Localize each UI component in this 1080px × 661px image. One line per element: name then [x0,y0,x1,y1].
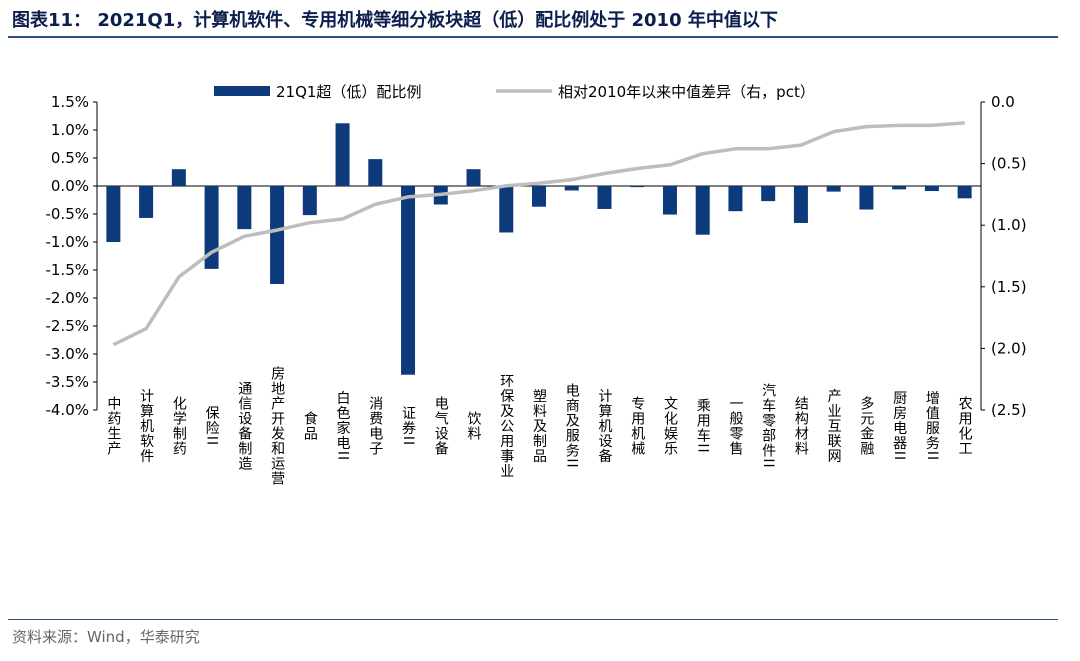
left-tick-label: -2.5% [45,317,89,335]
bar [695,186,710,235]
left-tick-label: 1.0% [51,121,89,139]
bar [564,186,579,191]
bar [662,186,677,215]
right-tick-label: 0.0 [991,93,1015,111]
bar [368,159,383,186]
bar [270,186,285,284]
left-tick-label: -3.0% [45,345,89,363]
category-label: 证券II [400,406,416,446]
bar [532,186,546,207]
bar [630,186,645,188]
bar [793,186,808,223]
left-tick-label: -1.0% [45,233,89,251]
chart-title: 图表11： 2021Q1，计算机软件、专用机械等细分板块超（低）配比例处于 20… [12,10,778,31]
left-tick-label: 0.5% [51,149,89,167]
category-label: 专用机械 [629,396,645,456]
bar [597,186,612,209]
bar [171,169,186,186]
category-label: 电气设备 [433,396,449,456]
category-label: 中药生产 [105,396,121,456]
category-label: 乘用车II [695,398,711,453]
left-tick-label: 1.5% [51,93,89,111]
category-label: 通信设备制造 [236,381,252,471]
category-label: 结构材料 [793,396,809,456]
bar [892,186,907,190]
footer-divider [8,619,1058,620]
category-label: 增值服务II [924,391,940,461]
category-label: 饮料 [466,411,482,441]
right-tick-label: (1.5) [991,278,1027,296]
legend-bar-label: 21Q1超（低）配比例 [276,83,421,101]
bar [335,123,350,186]
legend-bar-swatch [214,86,270,96]
bar [826,186,841,192]
category-label: 汽车零部件II [760,383,776,468]
category-label: 文化娱乐 [662,396,678,456]
category-label: 环保及公用事业 [498,374,514,479]
bar [466,169,481,186]
bar [204,186,219,269]
bar [728,186,743,212]
bar [401,186,416,375]
median-diff-line [112,121,965,347]
category-label: 塑料及制品 [531,389,547,464]
bar [302,186,317,216]
category-label: 消费电子 [367,396,383,456]
bar [957,186,972,199]
bar [139,186,154,218]
title-divider [8,36,1058,38]
category-label: 计算机设备 [596,389,612,464]
left-tick-label: -1.5% [45,261,89,279]
left-tick-label: -4.0% [45,401,89,419]
category-label: 一般零售 [727,396,743,456]
category-label: 房地产开发和运营 [269,366,285,486]
category-label: 农用化工 [957,396,973,456]
category-label: 白色家电II [335,391,351,461]
bar [237,186,252,230]
bar [761,186,776,202]
bar [106,186,121,242]
legend-line-label: 相对2010年以来中值差异（右，pct） [558,83,815,101]
category-label: 多元金融 [858,395,874,456]
category-label: 电商及服务II [564,383,580,468]
left-tick-label: -0.5% [45,205,89,223]
bar [924,186,939,192]
category-label: 产业互联网 [826,389,842,464]
right-tick-label: (1.0) [991,216,1027,234]
category-label: 食品 [302,410,318,441]
category-label: 厨房电器II [891,391,907,461]
right-tick-label: (2.0) [991,339,1027,357]
right-tick-label: (2.5) [991,401,1027,419]
left-tick-label: -2.0% [45,289,89,307]
bar [859,186,874,210]
category-label: 保险II [204,406,220,446]
source-note: 资料来源：Wind，华泰研究 [12,628,200,646]
bar [499,186,514,233]
left-tick-label: -3.5% [45,373,89,391]
left-tick-label: 0.0% [51,177,89,195]
category-label: 化学制药 [171,396,187,456]
right-tick-label: (0.5) [991,155,1027,173]
category-label: 计算机软件 [138,389,154,464]
